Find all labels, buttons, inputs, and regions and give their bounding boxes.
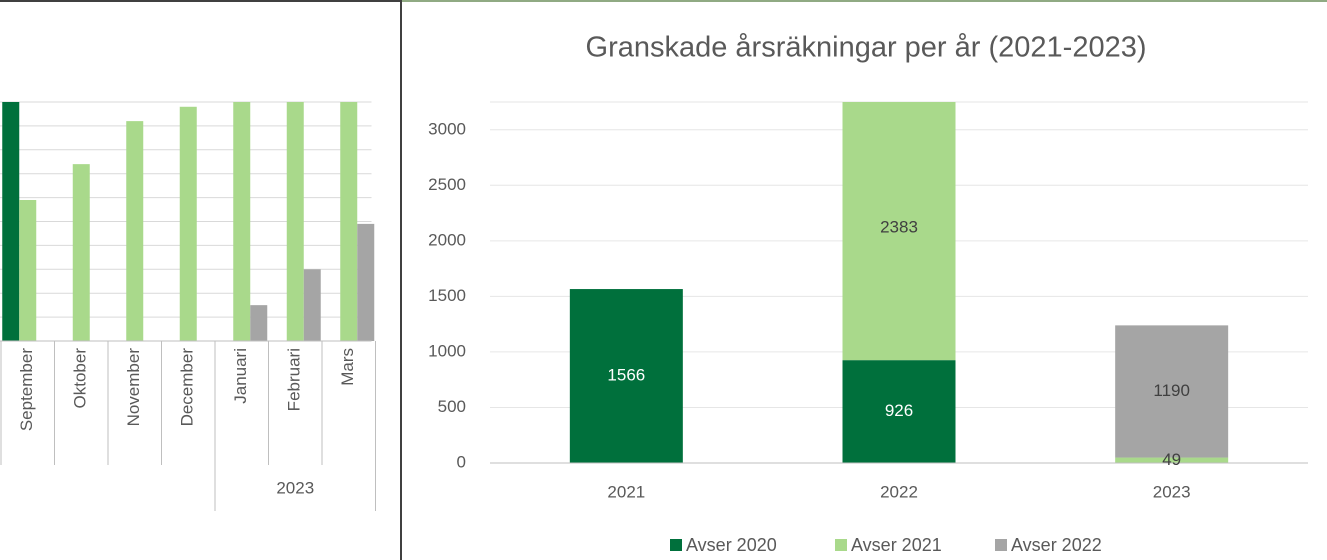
- x-tick-label: December: [178, 348, 197, 427]
- y-tick-label: 2500: [428, 175, 466, 194]
- bar-segment: [569, 289, 683, 463]
- x-tick-label: Oktober: [71, 348, 90, 409]
- data-label: 1190: [1153, 381, 1190, 400]
- bar: [286, 102, 304, 341]
- bar: [2, 102, 20, 341]
- data-label: 1566: [607, 366, 645, 385]
- x-tick-label: 2021: [607, 482, 645, 501]
- y-tick-label: 2000: [428, 230, 466, 249]
- bar-segment: [842, 102, 956, 361]
- y-tick-label: 1500: [428, 286, 466, 305]
- bar: [72, 164, 90, 341]
- bar-segment: [1115, 457, 1229, 463]
- group-label: 2023: [276, 478, 314, 497]
- bar: [19, 199, 37, 341]
- x-tick-label: 2022: [880, 482, 918, 501]
- y-tick-label: 1000: [428, 341, 466, 360]
- data-label: 49: [1162, 450, 1181, 469]
- plot-area: [569, 102, 1229, 463]
- legend-label: Avser 2022: [1011, 535, 1102, 555]
- bar: [250, 305, 268, 341]
- bar-segment: [1115, 325, 1229, 458]
- plot-area: [2, 102, 375, 342]
- right-chart: Granskade årsräkningar per år (2021-2023…: [428, 32, 1308, 555]
- data-label: 2383: [880, 217, 918, 236]
- legend-swatch: [835, 539, 847, 551]
- y-tick-label: 0: [457, 452, 466, 471]
- left-chart: September Oktober November December Januari F…: [0, 101, 376, 511]
- y-tick-label: 3000: [428, 119, 466, 138]
- bar: [233, 102, 251, 341]
- x-tick-label: Mars: [338, 348, 357, 386]
- bar: [357, 223, 375, 341]
- legend-swatch: [670, 539, 682, 551]
- bar: [179, 106, 197, 341]
- x-tick-label: September: [17, 348, 36, 431]
- chart-title: Granskade årsräkningar per år (2021-2023…: [586, 32, 1147, 64]
- legend-label: Avser 2021: [851, 535, 942, 555]
- x-tick-label: Februari: [285, 348, 304, 411]
- x-tick-label: 2023: [1153, 482, 1191, 501]
- bar-segment: [842, 360, 956, 463]
- legend-label: Avser 2020: [686, 535, 777, 555]
- bar: [340, 102, 358, 341]
- data-label: 926: [885, 401, 913, 420]
- y-tick-label: 500: [438, 397, 466, 416]
- x-tick-label: November: [124, 348, 143, 427]
- bar: [303, 269, 321, 341]
- x-tick-label: Januari: [231, 348, 250, 404]
- legend-swatch: [995, 539, 1007, 551]
- bar: [126, 121, 144, 342]
